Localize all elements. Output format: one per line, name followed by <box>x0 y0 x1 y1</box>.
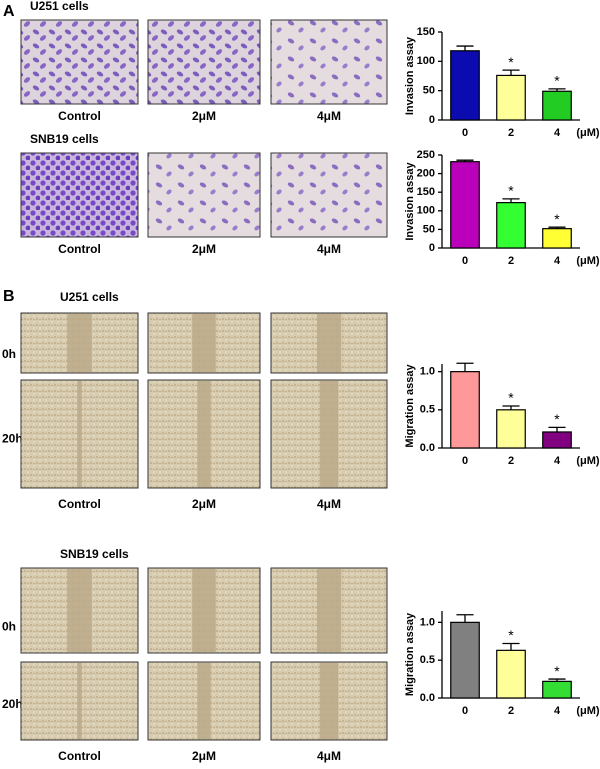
bar <box>496 409 526 449</box>
micrograph <box>20 152 139 238</box>
condition-label: Control <box>58 242 101 256</box>
y-tick-label: 0.5 <box>420 404 435 416</box>
y-tick-label: 150 <box>417 186 435 198</box>
condition-label: 4μM <box>317 497 341 511</box>
scratch-gap <box>319 663 339 739</box>
condition-label: Control <box>58 109 101 123</box>
condition-label: 2μM <box>192 109 216 123</box>
y-tick-label: 100 <box>417 205 435 217</box>
x-tick-label: 0 <box>462 455 468 467</box>
bar <box>496 202 526 249</box>
bar <box>542 228 572 249</box>
significance-label: * <box>554 663 560 679</box>
x-tick-label: 2 <box>508 705 514 717</box>
scratch-gap <box>316 569 342 652</box>
x-tick-label: 0 <box>462 255 468 267</box>
time-label: 20h <box>2 697 23 711</box>
x-tick-label: 4 <box>554 705 561 717</box>
x-tick-label: 4 <box>554 455 561 467</box>
y-axis-label: Migration assay <box>404 364 416 448</box>
scratch-gap <box>192 569 216 652</box>
condition-label: 4μM <box>317 242 341 256</box>
y-tick-label: 100 <box>417 55 435 67</box>
time-label: 0h <box>2 347 16 361</box>
y-tick-label: 150 <box>417 26 435 38</box>
x-tick-label: 2 <box>508 255 514 267</box>
condition-label: Control <box>58 749 101 763</box>
condition-label: 2μM <box>192 749 216 763</box>
significance-label: * <box>554 73 560 89</box>
x-axis-label: (μM) <box>576 127 600 139</box>
scratch-gap <box>319 381 339 487</box>
bar <box>542 90 572 121</box>
time-label: 0h <box>2 620 16 634</box>
significance-label: * <box>508 54 514 70</box>
y-tick-label: 200 <box>417 168 435 180</box>
micrograph <box>147 19 261 105</box>
y-tick-label: 0.0 <box>420 442 435 454</box>
micrograph <box>147 152 261 238</box>
scratch-gap <box>197 381 211 487</box>
bar <box>450 371 480 449</box>
significance-label: * <box>508 183 514 199</box>
significance-label: * <box>508 390 514 406</box>
y-tick-label: 1.0 <box>420 366 435 378</box>
x-tick-label: 4 <box>554 255 561 267</box>
x-tick-label: 2 <box>508 455 514 467</box>
y-tick-label: 0 <box>429 114 435 126</box>
y-axis-label: Invasion assay <box>404 161 416 240</box>
block-title: U251 cells <box>60 290 119 304</box>
bar <box>450 50 480 121</box>
x-axis-label: (μM) <box>576 705 600 717</box>
bar <box>496 74 526 121</box>
y-axis-label: Migration assay <box>404 612 416 696</box>
bar <box>450 621 480 699</box>
x-axis-label: (μM) <box>576 255 600 267</box>
y-axis-label: Invasion assay <box>404 36 416 115</box>
time-label: 20h <box>2 432 23 446</box>
significance-label: * <box>554 211 560 227</box>
scratch-gap <box>77 663 82 739</box>
bar <box>542 680 572 699</box>
block-title: SNB19 cells <box>30 132 99 146</box>
condition-label: Control <box>58 497 101 511</box>
scratch-gap <box>316 314 342 372</box>
y-tick-label: 0.0 <box>420 692 435 704</box>
y-tick-label: 1.0 <box>420 616 435 628</box>
y-tick-label: 0.5 <box>420 654 435 666</box>
significance-label: * <box>554 411 560 427</box>
x-tick-label: 0 <box>462 127 468 139</box>
scratch-gap <box>77 381 82 487</box>
y-tick-label: 50 <box>423 223 435 235</box>
condition-label: 2μM <box>192 497 216 511</box>
micrograph <box>20 19 139 105</box>
panel-label: A <box>3 3 15 20</box>
bar <box>450 161 480 249</box>
panel-label: B <box>3 288 15 305</box>
condition-label: 4μM <box>317 749 341 763</box>
x-axis-label: (μM) <box>576 455 600 467</box>
bar <box>542 431 572 449</box>
scratch-gap <box>197 663 211 739</box>
y-tick-label: 250 <box>417 149 435 161</box>
condition-label: 4μM <box>317 109 341 123</box>
y-tick-label: 50 <box>423 85 435 97</box>
micrograph <box>270 19 388 105</box>
scratch-gap <box>192 314 216 372</box>
y-tick-label: 0 <box>429 242 435 254</box>
condition-label: 2μM <box>192 242 216 256</box>
bar <box>496 649 526 699</box>
micrograph <box>270 152 388 238</box>
x-tick-label: 4 <box>554 127 561 139</box>
x-tick-label: 2 <box>508 127 514 139</box>
x-tick-label: 0 <box>462 705 468 717</box>
scratch-gap <box>67 314 92 372</box>
block-title: U251 cells <box>30 0 89 13</box>
significance-label: * <box>508 627 514 643</box>
scratch-gap <box>67 569 92 652</box>
block-title: SNB19 cells <box>60 547 129 561</box>
